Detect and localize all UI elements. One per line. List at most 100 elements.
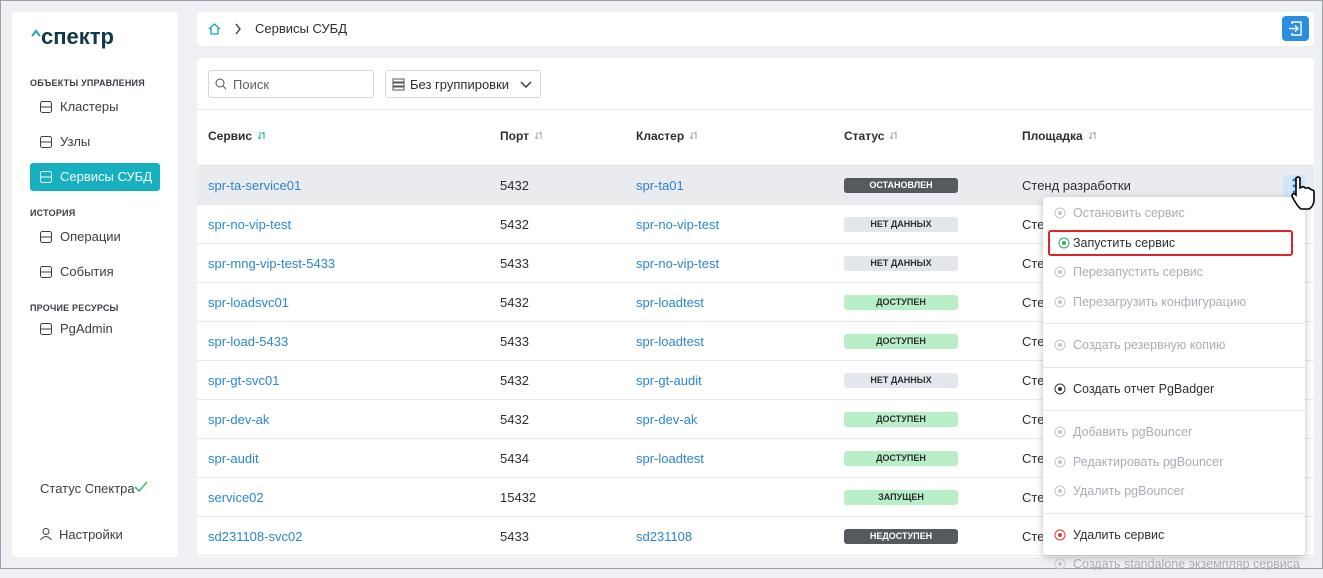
nav-label: Сервисы СУБД (60, 169, 153, 184)
column-header[interactable]: Порт (500, 129, 544, 143)
nav-section-title: ИСТОРИЯ (30, 208, 76, 218)
cluster-link[interactable]: sd231108 (636, 529, 693, 544)
service-link[interactable]: spr-ta-service01 (208, 178, 302, 193)
logo: спектр (41, 24, 114, 49)
service-link[interactable]: spr-loadsvc01 (208, 295, 289, 310)
menu-label: Удалить сервис (1073, 527, 1165, 542)
nav-icon (40, 323, 52, 335)
search-placeholder: Поиск (233, 77, 270, 92)
cluster-link[interactable]: spr-dev-ak (636, 412, 698, 427)
menu-item: Редактировать pgBouncer (1043, 448, 1305, 476)
port: 5432 (500, 295, 529, 310)
column-title: Статус (844, 129, 885, 143)
status-badge: ДОСТУПЕН (844, 334, 958, 349)
menu-icon (1054, 296, 1066, 307)
menu-icon (1054, 558, 1066, 570)
menu-item: Перезагрузить конфигурацию (1043, 288, 1305, 316)
service-link[interactable]: spr-no-vip-test (208, 217, 292, 232)
column-title: Площадка (1022, 129, 1083, 143)
service-link[interactable]: service02 (208, 490, 264, 505)
port: 5432 (500, 373, 529, 388)
column-header[interactable]: Кластер (636, 129, 699, 143)
column-header[interactable]: Сервис (208, 129, 267, 143)
sidebar: спектр ОБЪЕКТЫ УПРАВЛЕНИЯ Кластеры Узлы Сер… (12, 12, 178, 557)
breadcrumb-separator (235, 23, 241, 35)
menu-label: Перезапустить сервис (1073, 265, 1203, 279)
header: Сервисы СУБД (197, 12, 1314, 46)
menu-label: Редактировать pgBouncer (1073, 454, 1224, 469)
menu-item[interactable]: Удалить сервис (1043, 521, 1305, 549)
menu-item[interactable]: Создать отчет PgBadger (1043, 375, 1305, 403)
menu-label: Добавить pgBouncer (1073, 425, 1193, 439)
nav-item[interactable]: PgAdmin (30, 315, 160, 343)
service-link[interactable]: spr-audit (208, 451, 259, 466)
column-title: Кластер (636, 129, 685, 143)
menu-label: Создать резервную копию (1073, 338, 1226, 352)
nav-icon (40, 171, 52, 183)
nav-item[interactable]: Операции (30, 223, 160, 251)
table-row[interactable]: spr-loadsvc01 5432 spr-loadtest ДОСТУПЕН Сте… (197, 283, 1314, 322)
home-icon[interactable] (208, 23, 221, 35)
nav-label: PgAdmin (60, 321, 113, 336)
grouping-select[interactable]: Без группировки (385, 70, 541, 98)
nav-label: События (60, 264, 114, 279)
status-badge: ЗАПУЩЕН (844, 490, 958, 505)
service-link[interactable]: spr-dev-ak (208, 412, 270, 427)
menu-label: Запустить сервис (1073, 235, 1176, 250)
status-badge: ОСТАНОВЛЕН (844, 178, 958, 193)
sort-icon (689, 131, 697, 140)
nav-icon (40, 266, 52, 278)
column-header[interactable]: Площадка (1022, 129, 1098, 143)
port: 5432 (500, 217, 529, 232)
service-link[interactable]: spr-gt-svc01 (208, 373, 280, 388)
menu-item: Удалить pgBouncer (1043, 477, 1305, 505)
menu-label: Удалить pgBouncer (1073, 484, 1185, 498)
settings-link[interactable]: Настройки (59, 527, 123, 542)
cluster-link[interactable]: spr-gt-audit (636, 373, 702, 388)
search-input[interactable]: Поиск (208, 70, 374, 98)
nav-item[interactable]: Сервисы СУБД (30, 163, 160, 191)
menu-divider (1043, 366, 1305, 368)
sort-icon (1088, 131, 1096, 140)
service-link[interactable]: spr-mng-vip-test-5433 (208, 256, 336, 271)
port: 5434 (500, 451, 529, 466)
menu-label: Остановить сервис (1073, 206, 1185, 220)
cluster-link[interactable]: spr-no-vip-test (636, 217, 720, 232)
menu-divider (1043, 410, 1305, 411)
status-badge: ДОСТУПЕН (844, 451, 958, 466)
menu-divider (1043, 512, 1305, 514)
cluster-link[interactable]: spr-loadtest (636, 451, 704, 466)
menu-icon (1054, 426, 1066, 438)
nav-item[interactable]: Кластеры (30, 93, 160, 121)
logo-caret (31, 29, 41, 37)
status-ok-icon (134, 481, 148, 493)
nav-section-title: ПРОЧИЕ РЕСУРСЫ (30, 303, 119, 313)
menu-icon (1054, 207, 1066, 219)
nav-item[interactable]: Узлы (30, 128, 160, 156)
status-link[interactable]: Статус Спектра (40, 481, 135, 496)
menu-divider (1043, 323, 1305, 324)
grouping-value: Без группировки (410, 77, 510, 92)
menu-item: Добавить pgBouncer (1043, 418, 1305, 446)
service-link[interactable]: spr-load-5433 (208, 334, 289, 349)
cluster-link[interactable]: spr-ta01 (636, 178, 684, 193)
nav-item[interactable]: События (30, 258, 160, 286)
menu-item[interactable]: Запустить сервис (1047, 229, 1294, 257)
cluster-link[interactable]: spr-loadtest (636, 295, 704, 310)
context-menu: Остановить сервис Запустить сервис Перезап… (1043, 197, 1305, 571)
sort-icon (257, 131, 265, 140)
nav-icon (40, 231, 52, 243)
menu-icon (1058, 237, 1070, 248)
cluster-link[interactable]: spr-loadtest (636, 334, 704, 349)
nav-icon (40, 136, 52, 148)
menu-label: Перезагрузить конфигурацию (1073, 294, 1247, 309)
cluster-link[interactable]: spr-no-vip-test (636, 256, 720, 271)
menu-item: Перезапустить сервис (1043, 258, 1305, 286)
column-title: Сервис (208, 129, 253, 143)
logout-button[interactable] (1282, 16, 1309, 41)
column-header[interactable]: Статус (844, 129, 899, 143)
port: 5433 (500, 256, 529, 271)
service-link[interactable]: sd231108-svc02 (208, 529, 303, 544)
table-row[interactable]: spr-mng-vip-test-5433 5433 spr-no-vip-test… (197, 244, 1314, 283)
status-badge: ДОСТУПЕН (844, 412, 958, 427)
